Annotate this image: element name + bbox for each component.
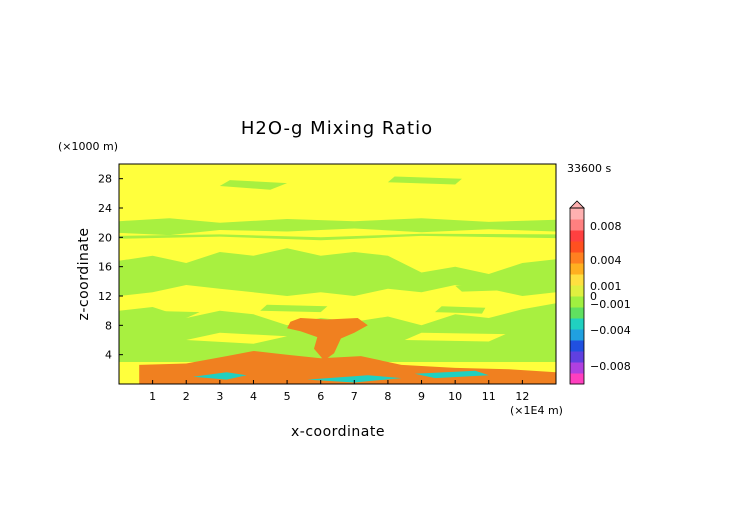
y-tick-label: 12: [98, 290, 112, 303]
moisture-band: [119, 218, 556, 236]
colorbar-swatch: [570, 219, 584, 231]
y-axis-ticks: 4 8 12 16 20 24 28: [98, 173, 123, 362]
colorbar-swatch: [570, 230, 584, 242]
x-tick-label: 2: [183, 390, 190, 403]
colorbar-swatch: [570, 373, 584, 385]
x-tick-label: 9: [418, 390, 425, 403]
colorbar-swatch: [570, 340, 584, 352]
colorbar-tick-label: −0.008: [590, 360, 631, 373]
moisture-patch: [340, 274, 422, 282]
colorbar-tick-label: 0: [590, 290, 597, 303]
colorbar-swatch: [570, 296, 584, 308]
x-axis-label: x-coordinate: [291, 424, 385, 440]
x-tick-label: 3: [216, 390, 223, 403]
plot-frame: [118, 163, 557, 385]
y-tick-label: 20: [98, 231, 112, 244]
colorbar-swatch: [570, 208, 584, 220]
negative-anomaly: [193, 372, 247, 380]
y-tick-label: 8: [105, 319, 112, 332]
colorbar-tick-label: −0.001: [590, 298, 631, 311]
colorbar-overflow-arrow: [569, 200, 585, 209]
colorbar-swatch: [570, 252, 584, 264]
moisture-patch: [139, 310, 200, 318]
colorbar-swatch: [570, 307, 584, 319]
colorbar-frame: [569, 207, 585, 385]
x-axis-ticks: 1 2 3 4 5 6 7 8 9 10 11 12: [149, 380, 529, 403]
dry-patch: [404, 332, 506, 342]
y-tick-label: 28: [98, 173, 112, 186]
moisture-patch: [455, 284, 509, 292]
colorbar-swatch: [570, 329, 584, 341]
colorbar-swatch: [570, 362, 584, 374]
colorbar-tick-label: −0.004: [590, 324, 631, 337]
colorbar-swatch: [570, 351, 584, 363]
x-tick-label: 8: [384, 390, 391, 403]
moisture-band: [119, 233, 556, 241]
y-axis-label: z-coordinate: [76, 227, 92, 320]
x-tick-label: 11: [482, 390, 496, 403]
x-tick-label: 10: [448, 390, 462, 403]
x-tick-label: 4: [250, 390, 257, 403]
colorbar-swatch: [570, 241, 584, 253]
x-tick-label: 5: [284, 390, 291, 403]
colorbar-swatch: [570, 263, 584, 275]
moisture-patch: [387, 176, 462, 185]
colorbar-swatch: [570, 274, 584, 286]
x-tick-label: 7: [351, 390, 358, 403]
x-tick-label: 12: [515, 390, 529, 403]
colorbar-tick-label: 0.004: [590, 254, 622, 267]
colorbar-tick-label: 0.008: [590, 220, 622, 233]
moisture-patch: [219, 180, 288, 190]
y-tick-label: 24: [98, 202, 112, 215]
chart-title: H2O-g Mixing Ratio: [241, 118, 433, 139]
colorbar-tick-label: 0.001: [590, 280, 622, 293]
colorbar-swatch: [570, 318, 584, 330]
y-tick-label: 4: [105, 349, 112, 362]
negative-anomaly: [414, 370, 489, 379]
moisture-patch: [435, 306, 486, 314]
moisture-patch: [260, 304, 328, 313]
y-tick-label: 16: [98, 261, 112, 274]
moisture-band: [119, 248, 556, 296]
y-axis-unit: (×1000 m): [58, 140, 118, 153]
colorbar-swatch: [570, 285, 584, 297]
dry-patch: [186, 332, 288, 344]
convective-plume: [287, 318, 368, 361]
contour-field: [119, 164, 556, 384]
moisture-patch: [179, 271, 240, 280]
x-tick-label: 1: [149, 390, 156, 403]
plot-area: [118, 163, 557, 385]
x-axis-unit: (×1E4 m): [510, 404, 563, 417]
x-tick-label: 6: [317, 390, 324, 403]
time-label: 33600 s: [567, 162, 611, 175]
negative-anomaly: [307, 375, 402, 383]
